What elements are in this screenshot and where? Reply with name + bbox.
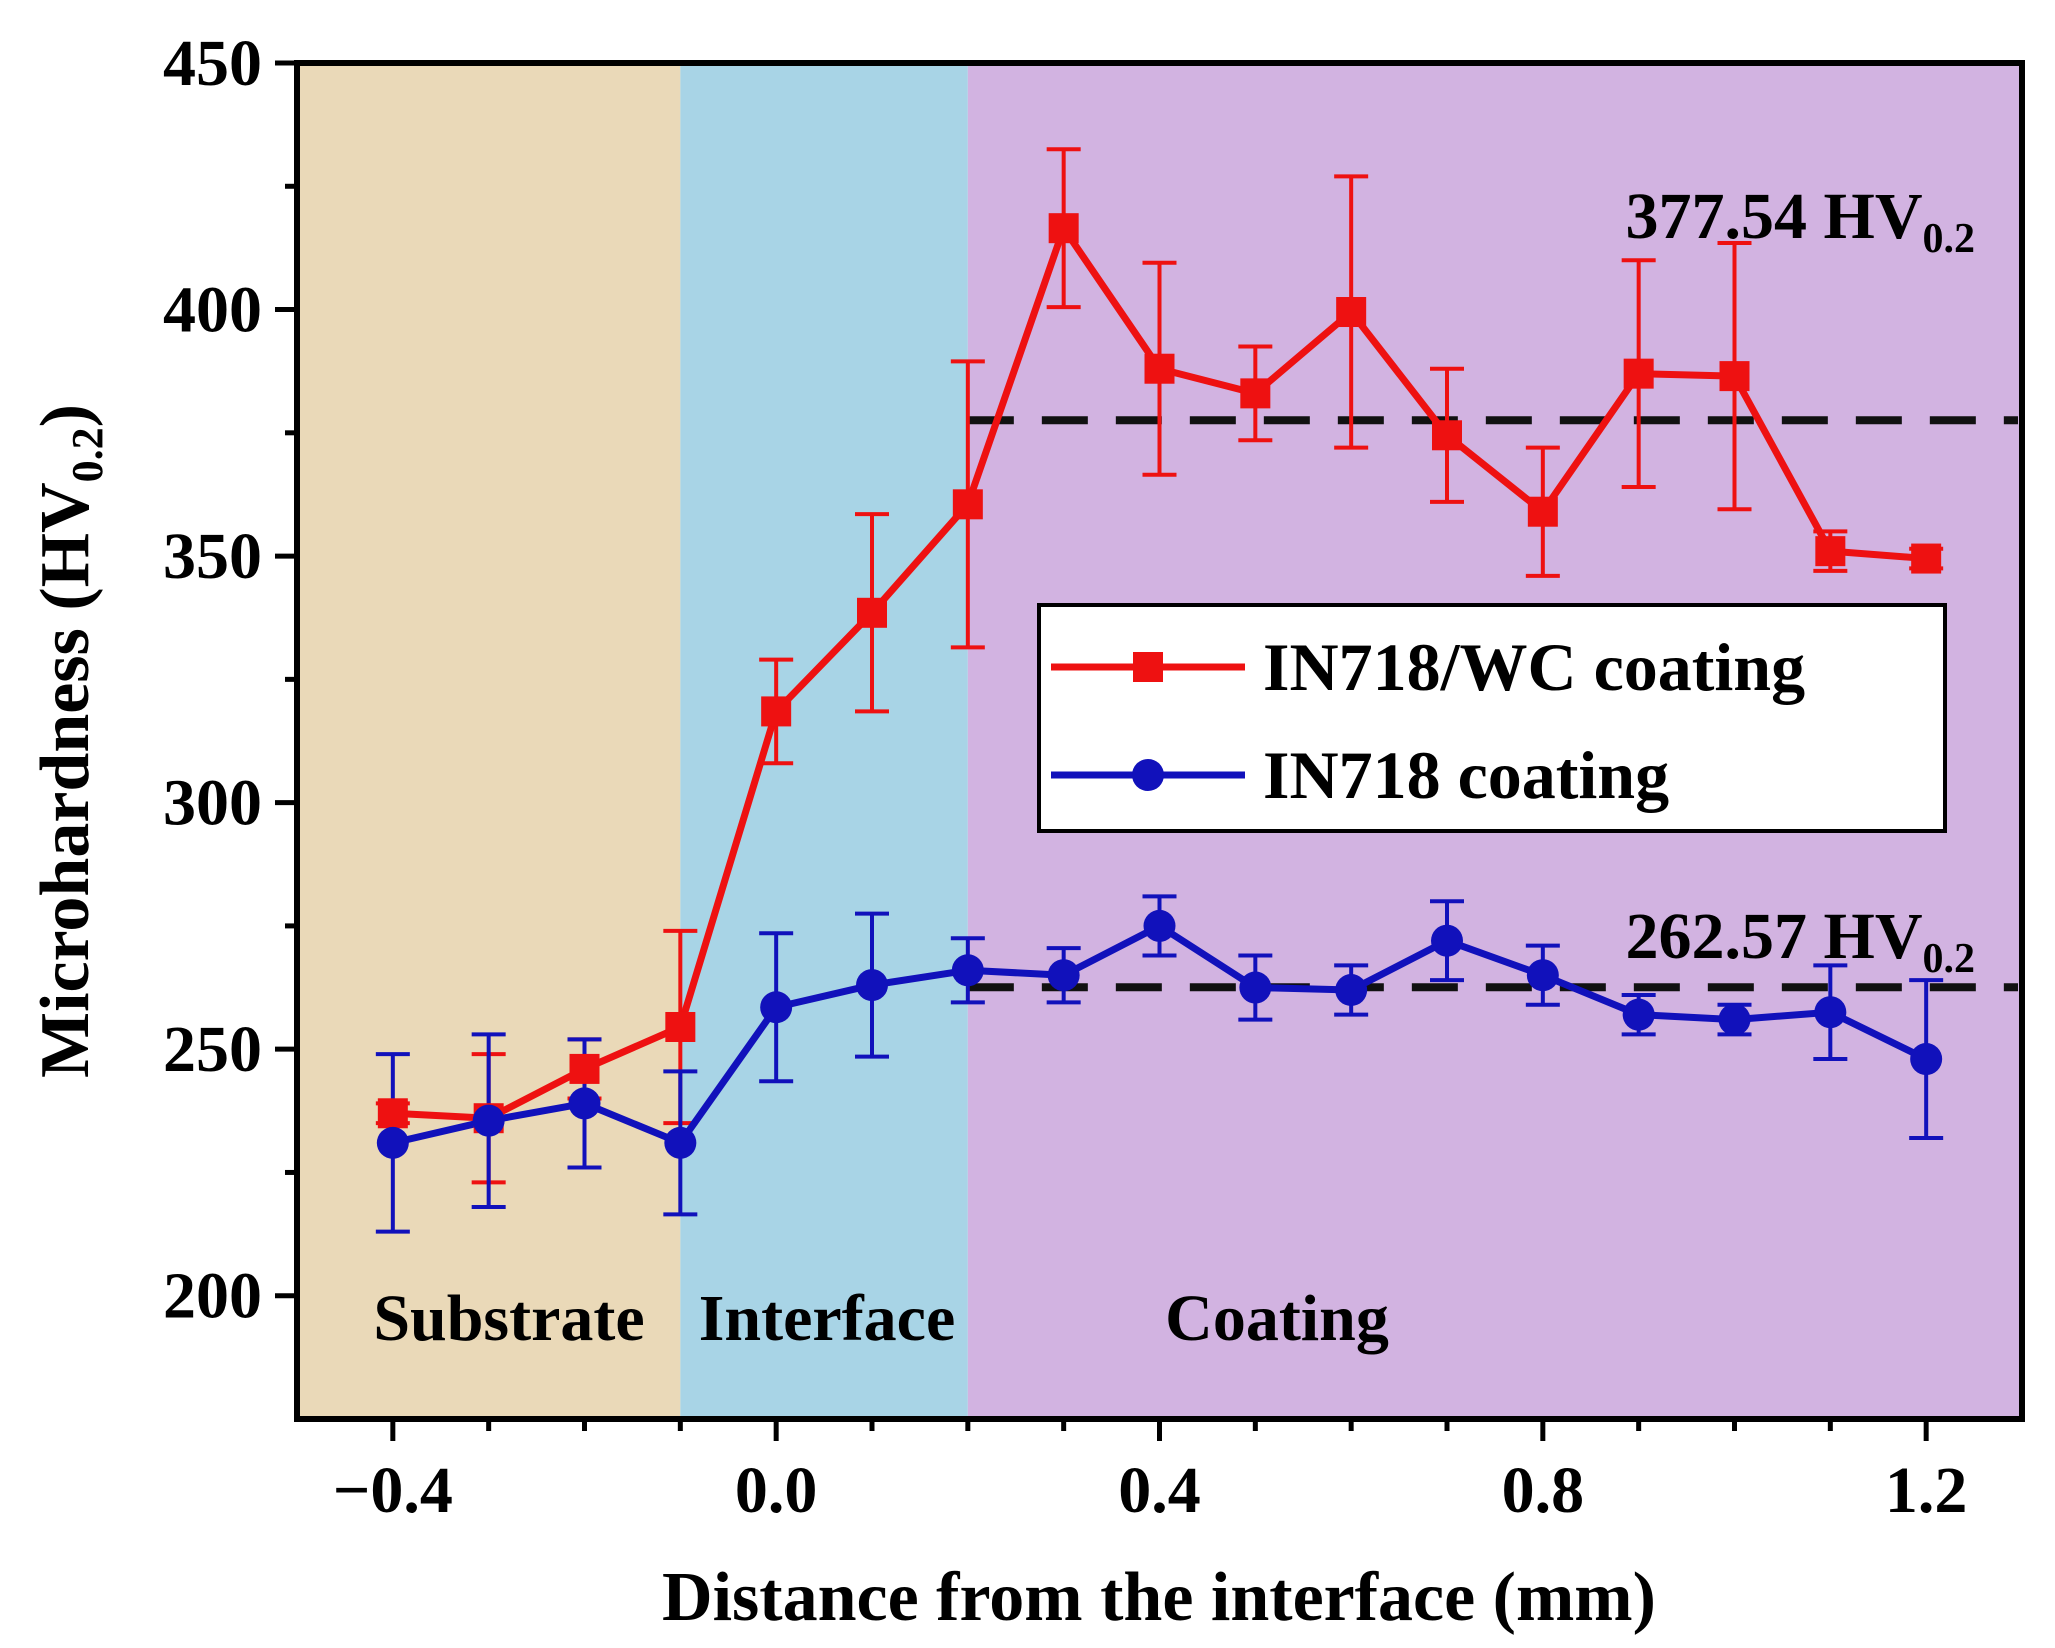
y-axis-label-main: Microhardness (HV [27,482,104,1078]
data-point-wc [857,597,887,628]
x-tick-labels: −0.4 0.0 0.4 0.8 1.2 [333,1454,1968,1527]
data-point-in718 [1814,996,1847,1029]
data-point-in718 [376,1126,409,1159]
series-markers [376,213,1943,1159]
legend-label-in718: IN718 coating [1263,737,1669,813]
y-tick-label: 250 [163,1013,262,1086]
data-point-wc [1240,378,1271,409]
data-point-in718 [1622,998,1655,1031]
y-tick-label: 200 [163,1260,262,1333]
data-point-wc [761,696,792,727]
data-point-in718 [1047,959,1080,992]
data-point-wc [1911,543,1942,574]
y-tick-label: 300 [163,767,262,840]
y-axis-label-sub: 0.2 [63,427,112,482]
data-point-in718 [1910,1043,1943,1076]
data-point-in718 [856,969,888,1002]
reference-lines [967,416,2018,992]
x-tick-label: 0.4 [1118,1454,1201,1527]
data-point-wc [1336,297,1367,328]
data-point-in718 [664,1126,697,1159]
region-label-interface: Interface [699,1282,956,1355]
data-point-in718 [1431,924,1463,957]
data-point-in718 [1239,971,1272,1004]
axis-ticks [275,60,1929,1441]
reference-label-value: 262.57 HV [1626,900,1923,973]
y-tick-label: 400 [163,274,262,347]
y-axis-label-close: ) [27,404,104,427]
y-tick-labels: 200 250 300 350 400 450 [163,27,262,1333]
data-point-wc [377,1098,408,1129]
data-point-wc [952,489,983,520]
x-axis-label: Distance from the interface (mm) [662,1559,1656,1636]
data-point-wc [1144,353,1175,384]
x-tick-label: −0.4 [333,1454,453,1527]
data-point-in718 [568,1087,601,1120]
reference-label-in718: 262.57 HV0.2 [1626,900,1976,982]
data-point-wc [1623,358,1654,389]
data-point-wc [1815,536,1846,567]
data-point-wc [1048,213,1079,244]
reference-label-sub: 0.2 [1923,936,1976,982]
data-point-in718 [1526,959,1559,992]
data-point-wc [1432,420,1462,451]
region-label-substrate: Substrate [373,1282,644,1355]
x-tick-label: 0.0 [735,1454,818,1527]
data-point-in718 [951,954,984,987]
data-point-wc [665,1011,696,1042]
region-label-coating: Coating [1165,1282,1389,1355]
x-tick-label: 1.2 [1885,1454,1968,1527]
legend-marker-wc [1133,652,1163,682]
y-tick-label: 450 [163,27,262,100]
reference-label-wc: 377.54 HV0.2 [1626,180,1976,262]
region-labels: Substrate Interface Coating [373,1282,1389,1355]
data-point-in718 [1718,1003,1751,1036]
legend-marker-in718 [1132,759,1164,791]
y-tick-label: 350 [163,520,262,593]
region-substrate [297,63,681,1419]
reference-label-sub: 0.2 [1923,216,1976,262]
legend-box [1037,603,1947,833]
y-axis-label: Microhardness (HV0.2) [27,404,112,1078]
data-point-in718 [1335,974,1368,1007]
data-point-in718 [472,1104,505,1137]
data-point-wc [1527,496,1558,527]
x-tick-label: 0.8 [1502,1454,1585,1527]
data-point-wc [569,1053,600,1084]
data-point-wc [1719,361,1750,392]
legend: IN718/WC coating IN718 coating [1037,603,1947,833]
region-interface [680,63,968,1419]
data-point-in718 [1143,909,1176,942]
reference-label-value: 377.54 HV [1626,180,1923,253]
legend-label-wc: IN718/WC coating [1263,629,1805,705]
data-point-in718 [760,991,793,1024]
